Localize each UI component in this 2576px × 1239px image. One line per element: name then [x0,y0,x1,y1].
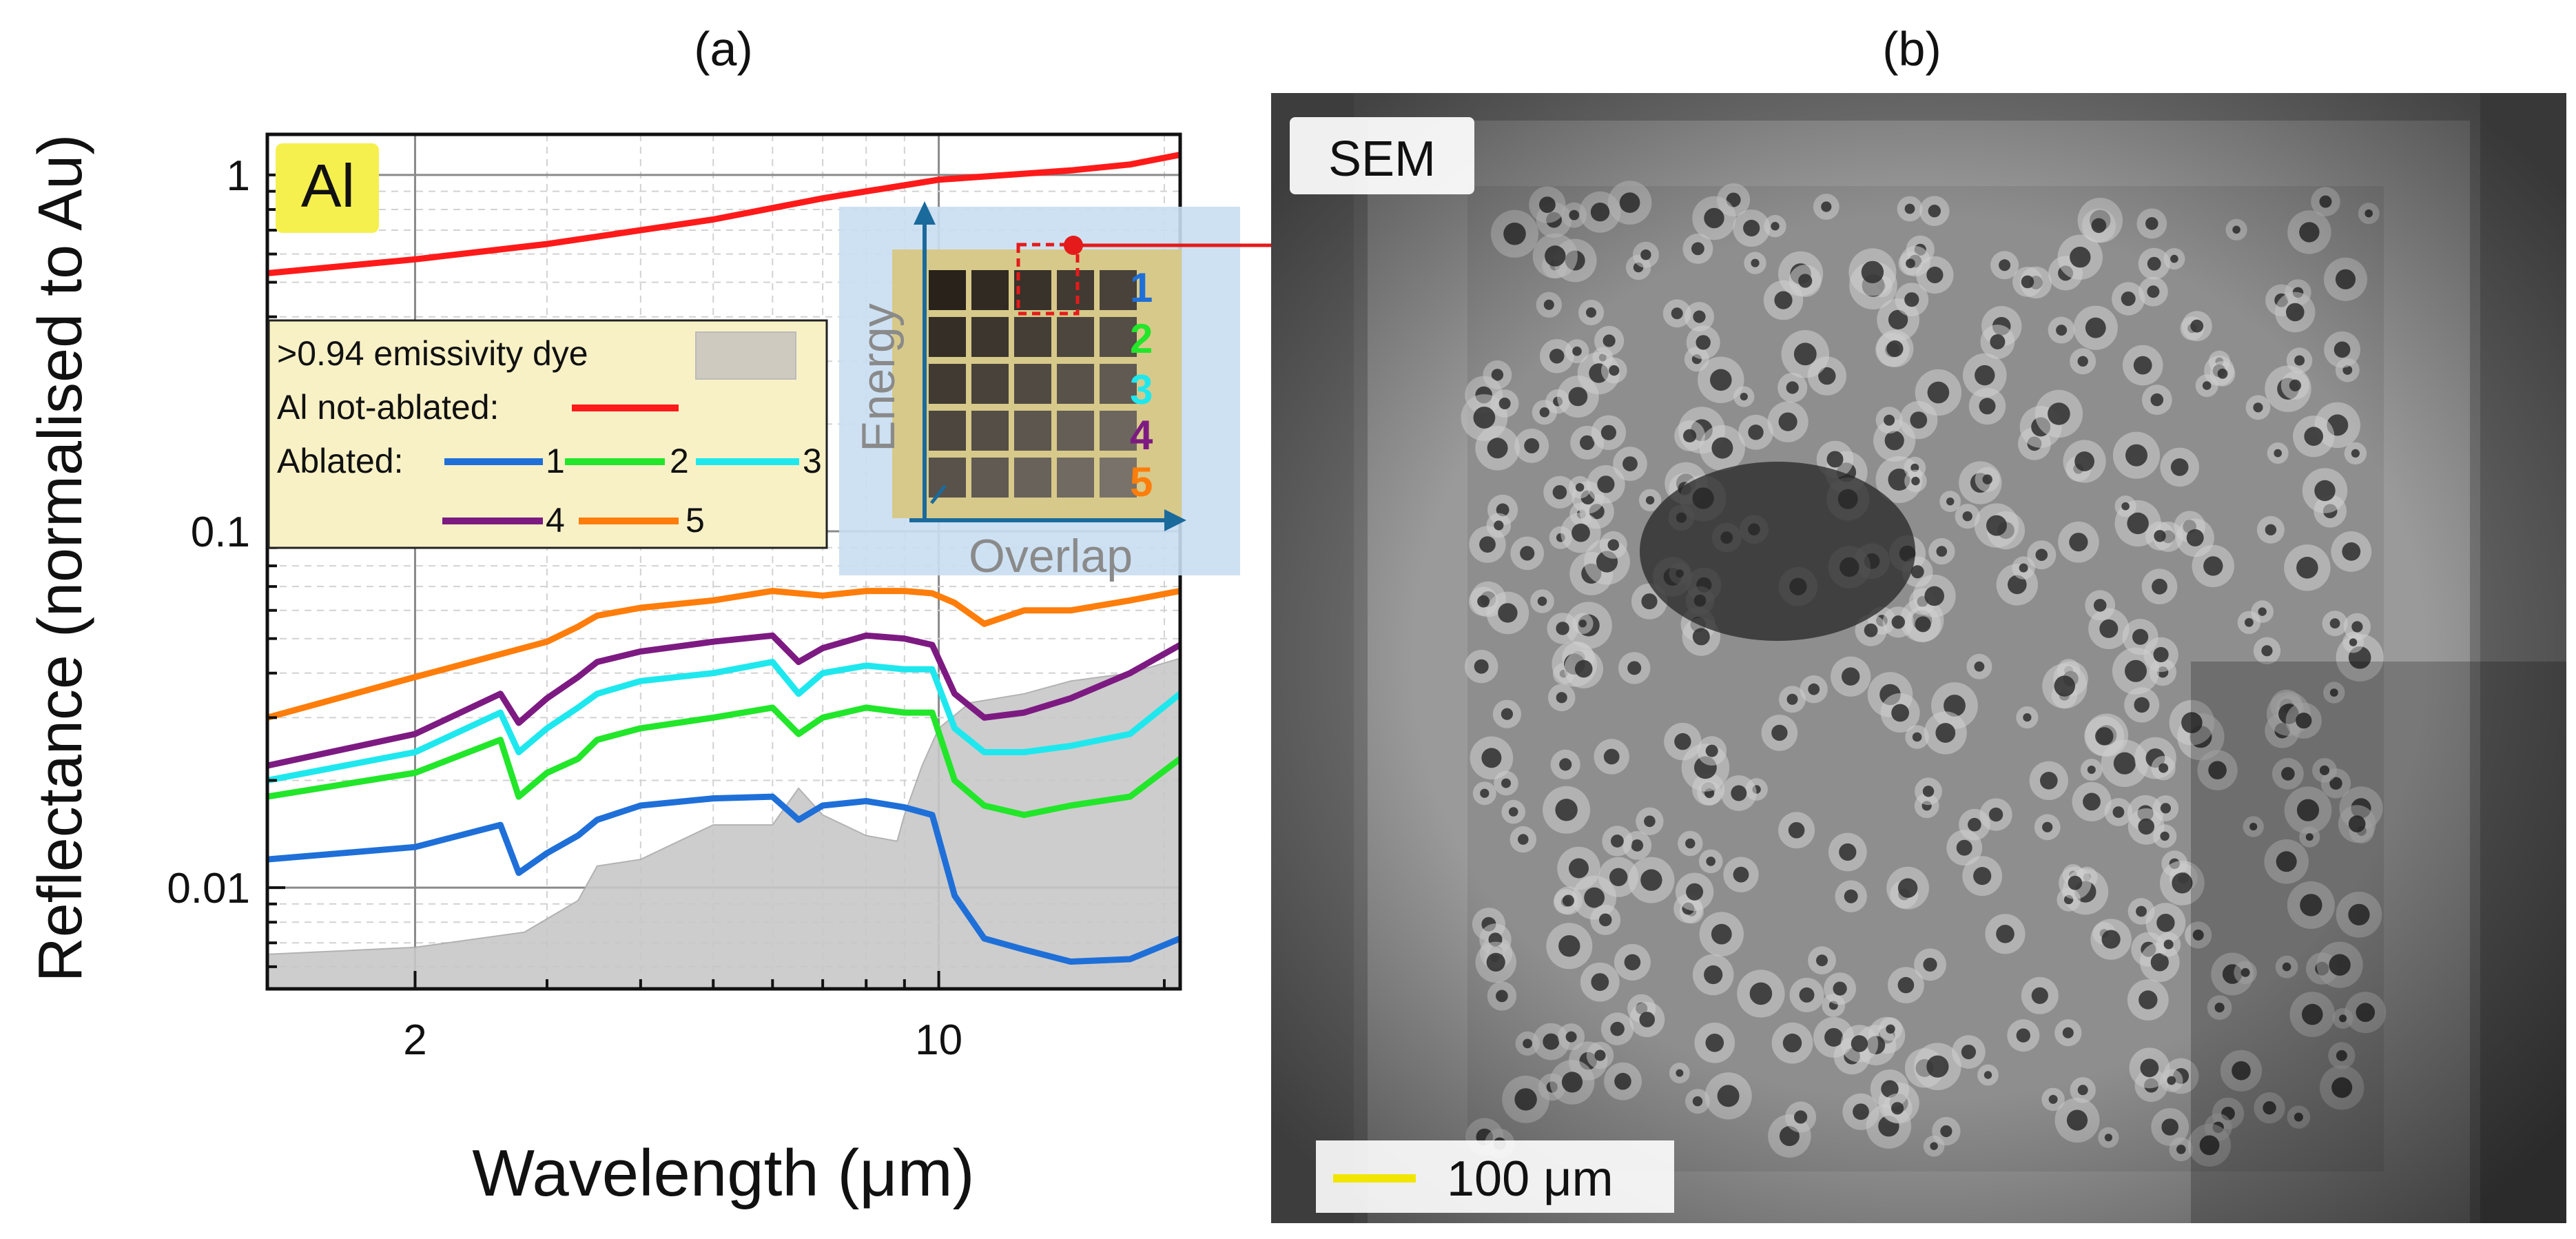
ablated-square [971,411,1009,451]
y-tick-label: 0.1 [191,509,250,556]
material-badge: Al [301,152,355,220]
series-line-4 [267,632,1180,769]
dye-emissivity-area [267,657,1180,989]
row-number-3: 3 [1130,367,1153,413]
sem-label: SEM [1328,132,1436,187]
series-line-1 [267,793,1180,965]
ablated-square [1100,317,1137,357]
legend-num-5: 5 [686,501,705,540]
ablated-square [929,411,966,451]
dye-layer [267,657,1180,989]
ablated-square [1014,458,1051,498]
x-axis-title: Wavelength (μm) [472,1136,974,1210]
ablated-square [1014,317,1051,357]
sem-image: SEM 100 μm [1271,93,2566,1223]
tick-labels: 2 10 0.01 0.1 1 [167,152,962,1064]
selected-square-marker [1016,243,1080,316]
legend-not-ablated-label: Al not-ablated: [277,388,499,427]
scale-bar-label: 100 μm [1447,1151,1614,1207]
row-number-4: 4 [1130,412,1153,458]
series-layer [267,152,1180,965]
ablated-square [1100,364,1137,404]
ablated-square [929,458,966,498]
ablated-square [929,270,966,310]
ablated-square [1014,270,1051,310]
ablated-square [971,364,1009,404]
y-tick-label: 1 [227,152,250,200]
ablated-square-grid [929,270,1137,498]
sample-inset: Energy Overlap 1 2 3 4 5 [839,201,1240,582]
legend-num-2: 2 [670,442,689,480]
x-tick-label: 10 [915,1016,962,1064]
panel-label-a: (a) [694,22,753,76]
ablated-square [1014,364,1051,404]
legend-num-1: 1 [546,442,565,480]
sem-label-bg [1290,117,1474,194]
connector-dot-left [1064,236,1083,255]
ablated-square [971,270,1009,310]
inset-x-label: Overlap [969,530,1133,582]
row-number-2: 2 [1130,316,1153,362]
series-line-3 [267,659,1180,784]
panel-label-b: (b) [1882,22,1941,76]
row-number-5: 5 [1130,459,1153,505]
y-axis-title: Reflectance (normalised to Au) [26,134,95,983]
sem-vignette [1271,93,2566,1223]
material-badge-bg [276,143,379,233]
ablated-square [929,364,966,404]
reflectance-chart: 2 10 0.01 0.1 1 Wavelength (μm) Reflectance … [26,132,1240,1210]
legend-dye-label: >0.94 emissivity dye [277,334,588,373]
ticks [267,173,1166,989]
series-line-2 [267,704,1180,819]
legend-ablated-label: Ablated: [277,442,403,480]
x-tick-label: 2 [403,1016,426,1064]
legend-dye-swatch [695,331,796,380]
ablated-square [1057,270,1094,310]
series-line-5 [267,588,1180,721]
legend: >0.94 emissivity dye Al not-ablated: Abl… [267,319,828,549]
ablated-square [971,317,1009,357]
ablated-square [929,317,966,357]
legend-num-3: 3 [803,442,822,480]
series-line-al-not-ablated [267,152,1180,276]
ablated-square [1100,458,1137,498]
ablated-square [1057,317,1094,357]
ablated-square [1057,458,1094,498]
ablated-square [1057,364,1094,404]
row-number-1: 1 [1130,265,1153,311]
ablated-square [1100,411,1137,451]
ablated-square [1100,270,1137,310]
inset-x-arrowhead [1164,509,1186,531]
y-tick-label: 0.01 [167,865,250,912]
ablated-square [1014,411,1051,451]
legend-num-4: 4 [546,501,565,540]
ablated-square [1057,411,1094,451]
inset-y-label: Energy [852,303,905,451]
inset-y-arrowhead [914,201,936,225]
inset-diagonal-tick [930,484,947,504]
ablated-square [971,458,1009,498]
